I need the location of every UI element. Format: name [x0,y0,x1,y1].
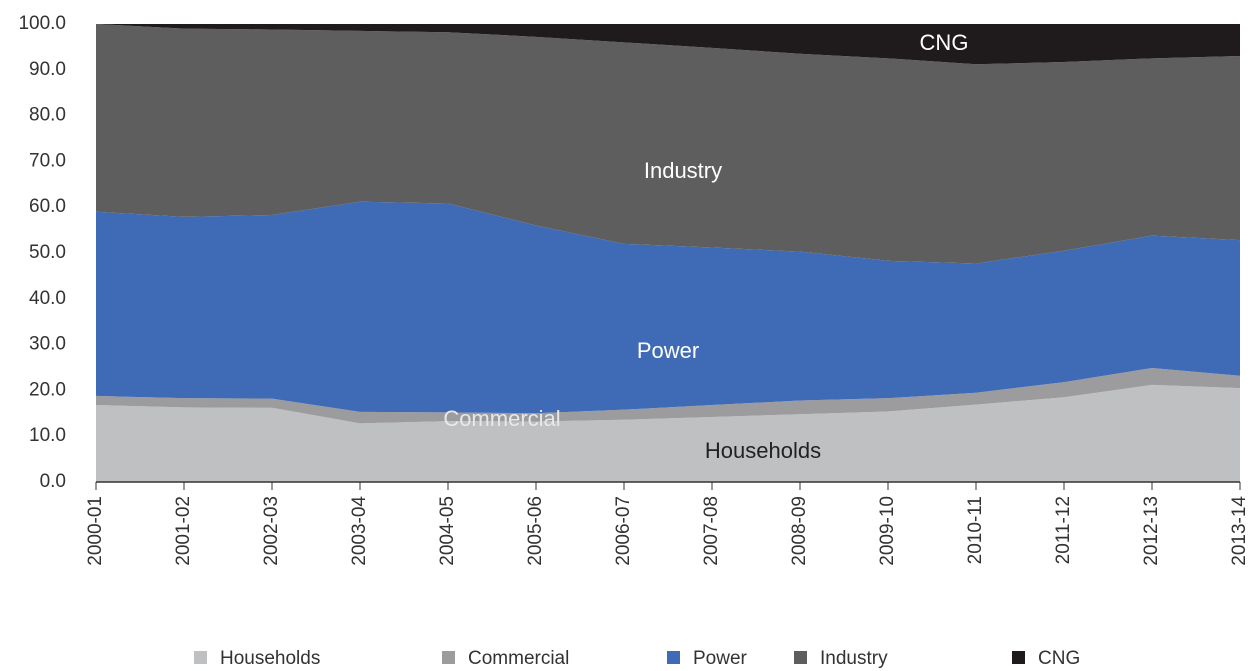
area [96,384,1240,482]
legend-label: CNG [1038,648,1080,669]
y-tick-label: 60.0 [29,196,66,217]
area [96,24,1240,264]
x-tick-label: 2010-11 [965,496,986,564]
area-label: Households [705,438,821,463]
x-tick-label: 2008-09 [789,496,810,566]
legend-label: Industry [820,648,888,669]
x-tick-label: 2006-07 [613,496,634,566]
y-tick-label: 80.0 [29,105,66,126]
x-tick-label: 2012-13 [1141,496,1162,566]
y-tick-label: 50.0 [29,242,66,263]
y-tick-label: 0.0 [40,471,66,492]
x-tick-label: 2013-14 [1229,496,1250,566]
y-tick-label: 30.0 [29,334,66,355]
x-tick-label: 2002-03 [261,496,282,566]
y-tick-label: 100.0 [18,13,66,34]
x-tick-label: 2001-02 [173,496,194,566]
area-label: Industry [644,158,722,183]
y-tick-label: 70.0 [29,150,66,171]
area [96,24,1240,65]
x-tick-label: 2003-04 [349,496,370,566]
y-tick-label: 40.0 [29,288,66,309]
legend-swatch [667,651,680,664]
area [96,367,1240,424]
y-tick-label: 20.0 [29,379,66,400]
legend-swatch [1012,651,1025,664]
legend-swatch [442,651,455,664]
x-tick-label: 2005-06 [525,496,546,566]
legend-swatch [794,651,807,664]
x-tick-label: 2009-10 [877,496,898,566]
legend-swatch [194,651,207,664]
legend-label: Households [220,648,320,669]
legend-label: Power [693,648,748,669]
area-label: CNG [920,30,969,55]
area-label: Commercial [443,406,560,431]
area-label: Power [637,338,699,363]
legend-label: Commercial [468,648,569,669]
area [96,201,1240,414]
x-tick-label: 2004-05 [437,496,458,566]
x-tick-label: 2011-12 [1053,496,1074,564]
x-tick-label: 2000-01 [85,496,106,566]
x-tick-label: 2007-08 [701,496,722,566]
y-tick-label: 90.0 [29,59,66,80]
y-tick-label: 10.0 [29,425,66,446]
